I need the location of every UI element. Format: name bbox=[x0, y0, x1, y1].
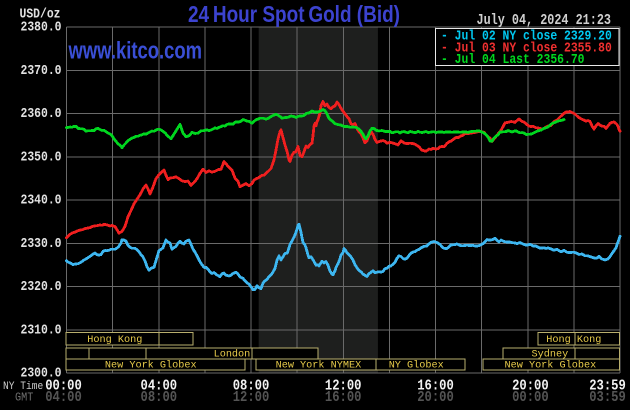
svg-text:Hong Kong: Hong Kong bbox=[546, 335, 601, 346]
svg-text:08:00: 08:00 bbox=[141, 390, 178, 406]
svg-text:23:59: 23:59 bbox=[589, 379, 626, 395]
svg-text:- Jul 03 NY close 2355.80: - Jul 03 NY close 2355.80 bbox=[441, 39, 612, 55]
svg-text:2350.0: 2350.0 bbox=[20, 148, 61, 164]
svg-text:2360.0: 2360.0 bbox=[20, 105, 61, 121]
svg-text:2320.0: 2320.0 bbox=[20, 278, 61, 294]
svg-text:New York Globex: New York Globex bbox=[105, 360, 197, 372]
svg-text:2330.0: 2330.0 bbox=[20, 235, 61, 251]
svg-text:July 04, 2024 21:23: July 04, 2024 21:23 bbox=[477, 12, 612, 28]
svg-text:2370.0: 2370.0 bbox=[20, 62, 61, 78]
svg-text:USD/oz: USD/oz bbox=[20, 5, 61, 21]
svg-text:Hong Kong: Hong Kong bbox=[87, 335, 142, 346]
svg-text:GMT: GMT bbox=[15, 392, 34, 405]
svg-text:16:00: 16:00 bbox=[325, 390, 362, 406]
svg-text:2380.0: 2380.0 bbox=[20, 19, 61, 35]
svg-text:04:00: 04:00 bbox=[45, 390, 82, 406]
svg-text:London: London bbox=[214, 349, 251, 361]
svg-text:2310.0: 2310.0 bbox=[20, 321, 61, 337]
svg-text:- Jul 02 NY close 2329.20: - Jul 02 NY close 2329.20 bbox=[441, 27, 612, 43]
svg-text:20:00: 20:00 bbox=[512, 379, 549, 395]
svg-text:- Jul 04 Last 2356.70: - Jul 04 Last 2356.70 bbox=[441, 51, 585, 67]
svg-text:04:00: 04:00 bbox=[141, 379, 178, 395]
svg-text:2340.0: 2340.0 bbox=[20, 192, 61, 208]
svg-text:Sydney: Sydney bbox=[532, 349, 569, 361]
svg-text:New York Globex: New York Globex bbox=[505, 360, 597, 372]
svg-text:16:00: 16:00 bbox=[417, 379, 454, 395]
svg-text:08:00: 08:00 bbox=[233, 379, 270, 395]
svg-text:NY Globex: NY Globex bbox=[389, 360, 444, 372]
svg-text:www.kitco.com: www.kitco.com bbox=[68, 37, 202, 64]
svg-text:12:00: 12:00 bbox=[233, 390, 270, 406]
svg-text:00:00: 00:00 bbox=[45, 379, 82, 395]
svg-text:20:00: 20:00 bbox=[417, 390, 454, 406]
svg-text:2300.0: 2300.0 bbox=[20, 365, 61, 381]
svg-text:12:00: 12:00 bbox=[325, 379, 362, 395]
svg-text:03:59: 03:59 bbox=[589, 390, 626, 406]
svg-text:24 Hour Spot Gold (Bid): 24 Hour Spot Gold (Bid) bbox=[188, 1, 400, 27]
svg-text:New York NYMEX: New York NYMEX bbox=[276, 360, 362, 372]
svg-text:00:00: 00:00 bbox=[512, 390, 549, 406]
svg-text:NY Time: NY Time bbox=[3, 380, 43, 393]
